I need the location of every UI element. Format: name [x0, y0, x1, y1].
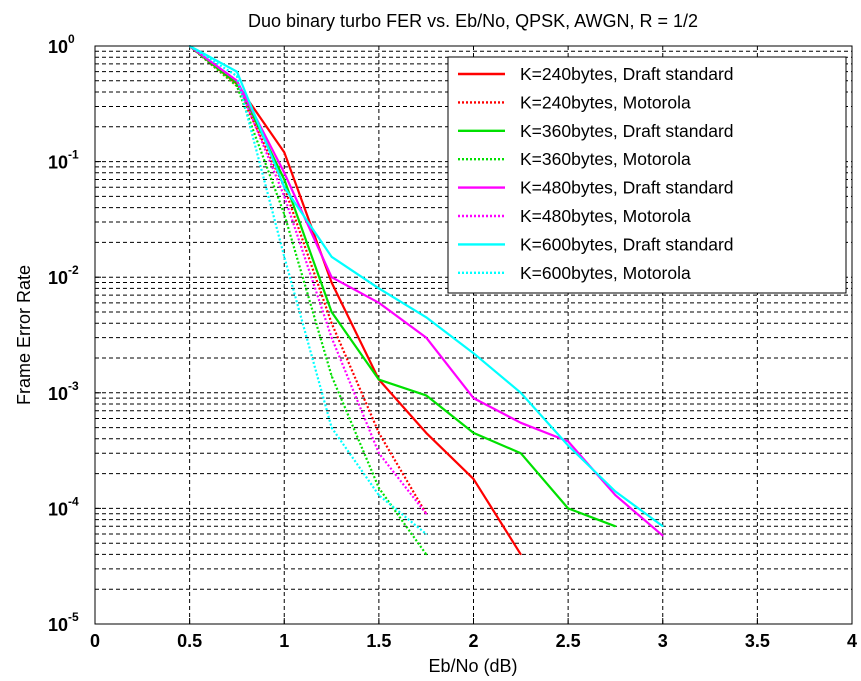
data-point	[378, 432, 380, 434]
data-point	[662, 525, 664, 528]
data-point	[614, 525, 617, 528]
data-point	[425, 553, 428, 556]
y-tick-base: 10	[48, 499, 68, 519]
x-tick-label: 0	[90, 631, 100, 651]
legend-label: K=480bytes, Draft standard	[520, 178, 734, 198]
data-point	[425, 533, 428, 535]
y-axis-label: Frame Error Rate	[14, 265, 34, 405]
data-point	[283, 195, 286, 198]
data-point	[330, 255, 333, 258]
data-point	[236, 85, 238, 87]
y-tick-base: 10	[48, 37, 68, 57]
data-point	[472, 478, 475, 480]
legend-label: K=480bytes, Motorola	[520, 206, 691, 226]
data-point	[567, 440, 569, 443]
series-line-8	[189, 45, 427, 535]
data-point	[378, 487, 380, 489]
data-point	[425, 336, 428, 339]
x-tick-label: 1	[279, 631, 289, 651]
y-tick-label: 10-1	[48, 148, 79, 173]
y-tick-label: 10-3	[48, 379, 79, 404]
y-tick-exponent: -1	[68, 148, 79, 162]
legend-label: K=600bytes, Motorola	[520, 263, 691, 283]
y-tick-base: 10	[48, 615, 68, 635]
legend-label: K=360bytes, Draft standard	[520, 121, 734, 141]
x-tick-label: 0.5	[177, 631, 202, 651]
y-tick-base: 10	[48, 153, 68, 173]
y-tick-exponent: -4	[68, 494, 79, 508]
y-tick-label: 10-5	[48, 610, 79, 635]
data-point	[330, 426, 333, 429]
data-point	[378, 302, 380, 304]
y-tick-exponent: -3	[68, 379, 79, 393]
data-point	[614, 494, 617, 497]
y-tick-label: 10-2	[48, 263, 79, 288]
legend: K=240bytes, Draft standard K=240bytes, Mo…	[447, 56, 847, 294]
data-point	[378, 378, 380, 381]
data-point	[330, 276, 333, 279]
data-point	[520, 392, 522, 394]
data-point	[472, 397, 475, 399]
y-tick-exponent: -2	[68, 263, 79, 277]
data-point	[472, 432, 475, 434]
data-point	[330, 322, 333, 325]
data-point	[378, 452, 380, 455]
data-point	[283, 178, 286, 181]
data-point	[378, 494, 380, 497]
data-point	[378, 287, 380, 290]
y-tick-exponent: 0	[68, 32, 75, 46]
legend-label: K=600bytes, Draft standard	[520, 234, 734, 254]
y-tick-label: 10-4	[48, 494, 79, 519]
data-point	[425, 316, 428, 319]
data-point	[425, 394, 428, 397]
legend-box	[447, 56, 847, 294]
data-point	[425, 432, 428, 434]
data-point	[283, 213, 286, 216]
legend-label: K=240bytes, Draft standard	[520, 64, 734, 84]
data-point	[283, 151, 286, 154]
data-point	[236, 70, 238, 73]
data-point	[520, 452, 522, 455]
data-point	[330, 311, 333, 313]
series-line-2	[188, 45, 428, 515]
data-point	[614, 490, 617, 493]
data-point	[330, 375, 333, 377]
plot-lines	[188, 45, 664, 556]
x-axis-label: Eb/No (dB)	[428, 656, 517, 676]
y-tick-label: 100	[48, 32, 75, 57]
data-point	[236, 75, 238, 77]
y-tick-base: 10	[48, 268, 68, 288]
series-line-6	[188, 45, 428, 515]
data-point	[567, 444, 569, 447]
x-tick-label: 4	[847, 631, 857, 651]
data-point	[472, 352, 475, 355]
data-point	[520, 422, 522, 424]
x-tick-labels: 0 0.5 1 1.5 2 2.5 3 3.5 4	[90, 618, 857, 651]
legend-label: K=360bytes, Motorola	[520, 149, 691, 169]
data-point	[567, 507, 569, 510]
data-point	[283, 172, 286, 174]
x-tick-label: 2	[468, 631, 478, 651]
data-point	[662, 534, 664, 537]
y-tick-base: 10	[48, 384, 68, 404]
chart-title: Duo binary turbo FER vs. Eb/No, QPSK, AW…	[248, 11, 698, 31]
series-line-4	[188, 45, 428, 556]
y-tick-exponent: -5	[68, 610, 79, 624]
x-tick-label: 1.5	[366, 631, 391, 651]
data-point	[520, 553, 522, 556]
data-point	[283, 255, 286, 258]
data-point	[330, 281, 333, 284]
x-tick-label: 3.5	[745, 631, 770, 651]
data-point	[283, 186, 286, 188]
x-tick-label: 2.5	[556, 631, 581, 651]
legend-label: K=240bytes, Motorola	[520, 92, 691, 112]
data-point	[425, 512, 428, 515]
x-tick-label: 3	[658, 631, 668, 651]
data-point	[330, 336, 333, 339]
